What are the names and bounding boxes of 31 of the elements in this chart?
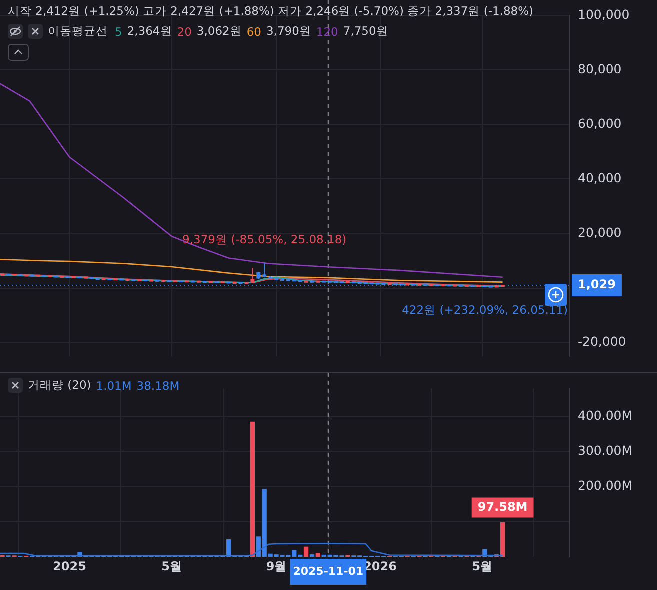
text: 20: [177, 24, 192, 38]
data-label: 97.58M: [478, 500, 528, 514]
text: 120: [316, 24, 338, 38]
annotation: 시작 2,412원 (+1.25%) 고가 2,427원 (+1.88%) 저가 2,246원 (-5.70%) 종가 2,337원 (-1.88%): [8, 4, 534, 19]
annotation: 38.18M: [136, 378, 180, 392]
x-tick-label: 5월: [162, 559, 182, 574]
annotation: 422원 (+232.09%, 26.05.11): [402, 303, 568, 318]
y-tick-label: 300.00M: [578, 442, 633, 458]
ref-line-label: 2025-11-01: [293, 564, 364, 578]
y-tick-label: 400.00M: [578, 408, 633, 423]
x-tick-label: 5월: [472, 559, 493, 574]
annotation: 3,790원: [266, 24, 312, 39]
annotation: 3,062원: [196, 24, 242, 39]
annotation: 2,364원: [127, 24, 172, 39]
y-tick-label: -20,000: [578, 334, 626, 350]
ref-line-label: 1,029: [578, 278, 616, 292]
x-tick-label: 2025: [53, 559, 86, 574]
y-tick-label: 20,000: [578, 224, 622, 240]
annotation: 1.01M: [96, 378, 132, 392]
annotation: 9,379원 (-85.05%, 25.08.18): [182, 232, 347, 247]
y-tick-label: 40,000: [578, 170, 622, 186]
legend-title: 이동평균선: [48, 24, 108, 39]
y-tick-label: 200.00M: [578, 478, 633, 494]
annotation: 7,750원: [343, 24, 388, 39]
text: 5: [115, 24, 122, 38]
y-tick-label: 60,000: [578, 116, 622, 131]
y-tick-label: 100,000: [578, 6, 630, 22]
x-tick-label: 9월: [266, 559, 287, 574]
text: 60: [246, 24, 262, 38]
chart-title: 거래량 (20): [28, 378, 92, 393]
y-tick-label: 80,000: [578, 61, 622, 76]
